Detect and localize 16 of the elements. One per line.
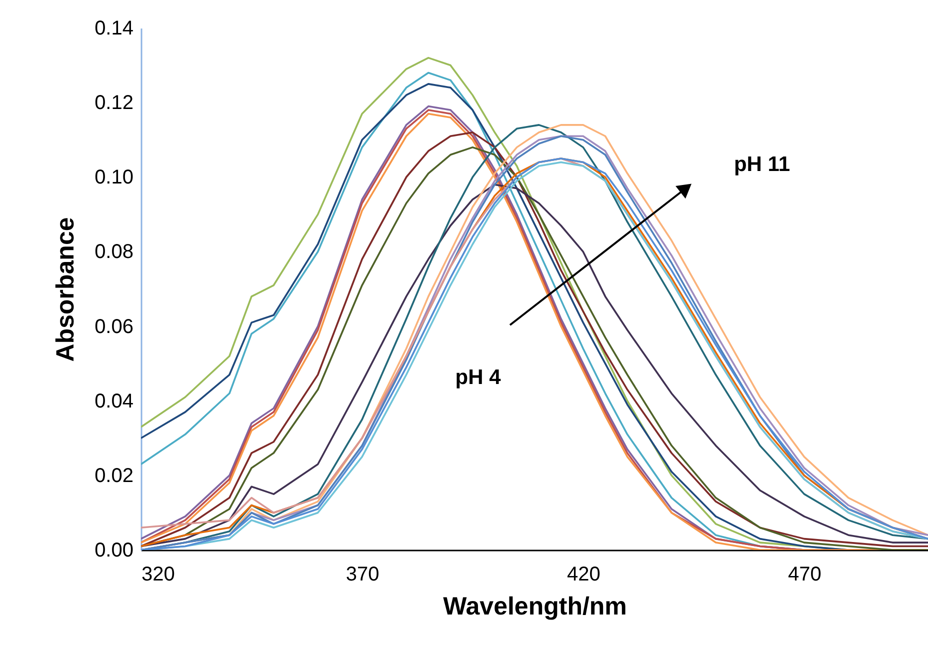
- x-tick-label: 370: [346, 564, 380, 586]
- annotation: pH 11: [734, 153, 790, 176]
- x-axis-title: Wavelength/nm: [443, 592, 627, 620]
- y-tick-label: 0.14: [94, 18, 134, 40]
- y-tick-label: 0.00: [94, 540, 134, 562]
- x-tick-label: 470: [788, 564, 822, 586]
- y-tick-label: 0.12: [94, 92, 134, 114]
- y-tick-label: 0.10: [94, 166, 134, 189]
- x-tick-label: 320: [142, 564, 175, 586]
- y-tick-label: 0.02: [94, 464, 134, 487]
- y-axis-title: Absorbance: [52, 217, 80, 362]
- annotation: pH 4: [455, 366, 502, 389]
- y-tick-label: 0.06: [94, 316, 134, 338]
- x-tick-label: 420: [566, 564, 600, 586]
- y-tick-label: 0.04: [94, 390, 134, 412]
- y-tick-label: 0.08: [94, 241, 134, 264]
